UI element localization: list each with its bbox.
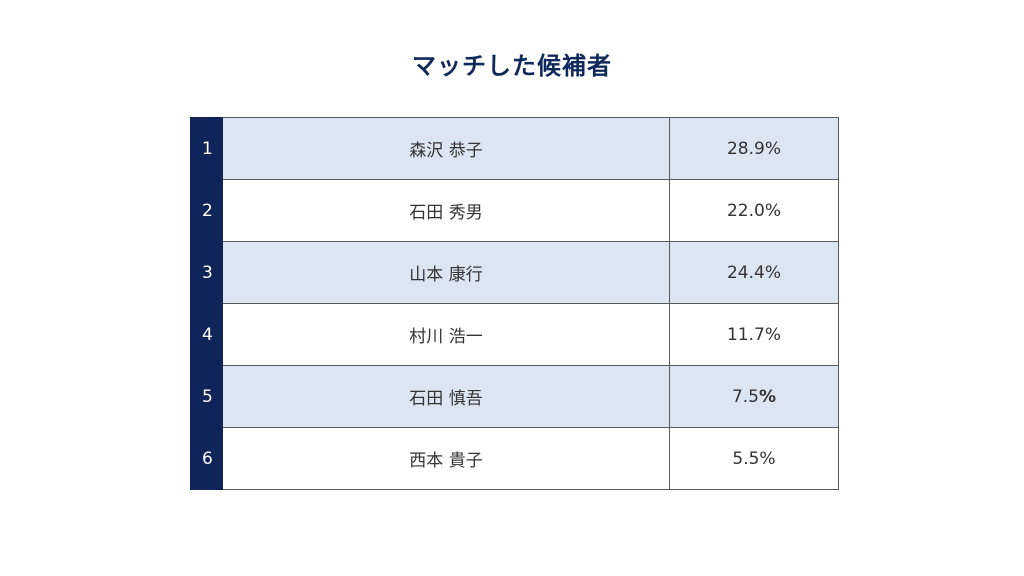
match-percent: 7.5% (669, 365, 839, 428)
match-percent: 24.4% (669, 241, 839, 304)
candidate-name: 森沢 恭子 (222, 117, 670, 180)
rank-cell: 1 (190, 117, 223, 180)
rank-cell: 3 (190, 241, 223, 304)
rank-cell: 6 (190, 427, 223, 490)
table-row: 5 石田 慎吾 7.5% (190, 365, 839, 428)
table-row: 2 石田 秀男 22.0% (190, 179, 839, 242)
rank-cell: 5 (190, 365, 223, 428)
match-percent: 11.7% (669, 303, 839, 366)
candidate-name: 西本 貴子 (222, 427, 670, 490)
match-percent: 22.0% (669, 179, 839, 242)
rank-cell: 4 (190, 303, 223, 366)
table-row: 1 森沢 恭子 28.9% (190, 117, 839, 180)
match-percent: 5.5% (669, 427, 839, 490)
match-percent-sign: % (759, 386, 777, 407)
rank-cell: 2 (190, 179, 223, 242)
candidate-name: 村川 浩一 (222, 303, 670, 366)
candidate-name: 石田 秀男 (222, 179, 670, 242)
table-row: 4 村川 浩一 11.7% (190, 303, 839, 366)
candidate-table: 1 森沢 恭子 28.9% 2 石田 秀男 22.0% 3 山本 康行 24.4… (190, 117, 839, 490)
table-row: 6 西本 貴子 5.5% (190, 427, 839, 490)
match-percent: 28.9% (669, 117, 839, 180)
slide-title: マッチした候補者 (412, 52, 612, 80)
match-percent-value: 7.5 (731, 386, 759, 407)
table-row: 3 山本 康行 24.4% (190, 241, 839, 304)
candidate-name: 山本 康行 (222, 241, 670, 304)
candidate-name: 石田 慎吾 (222, 365, 670, 428)
